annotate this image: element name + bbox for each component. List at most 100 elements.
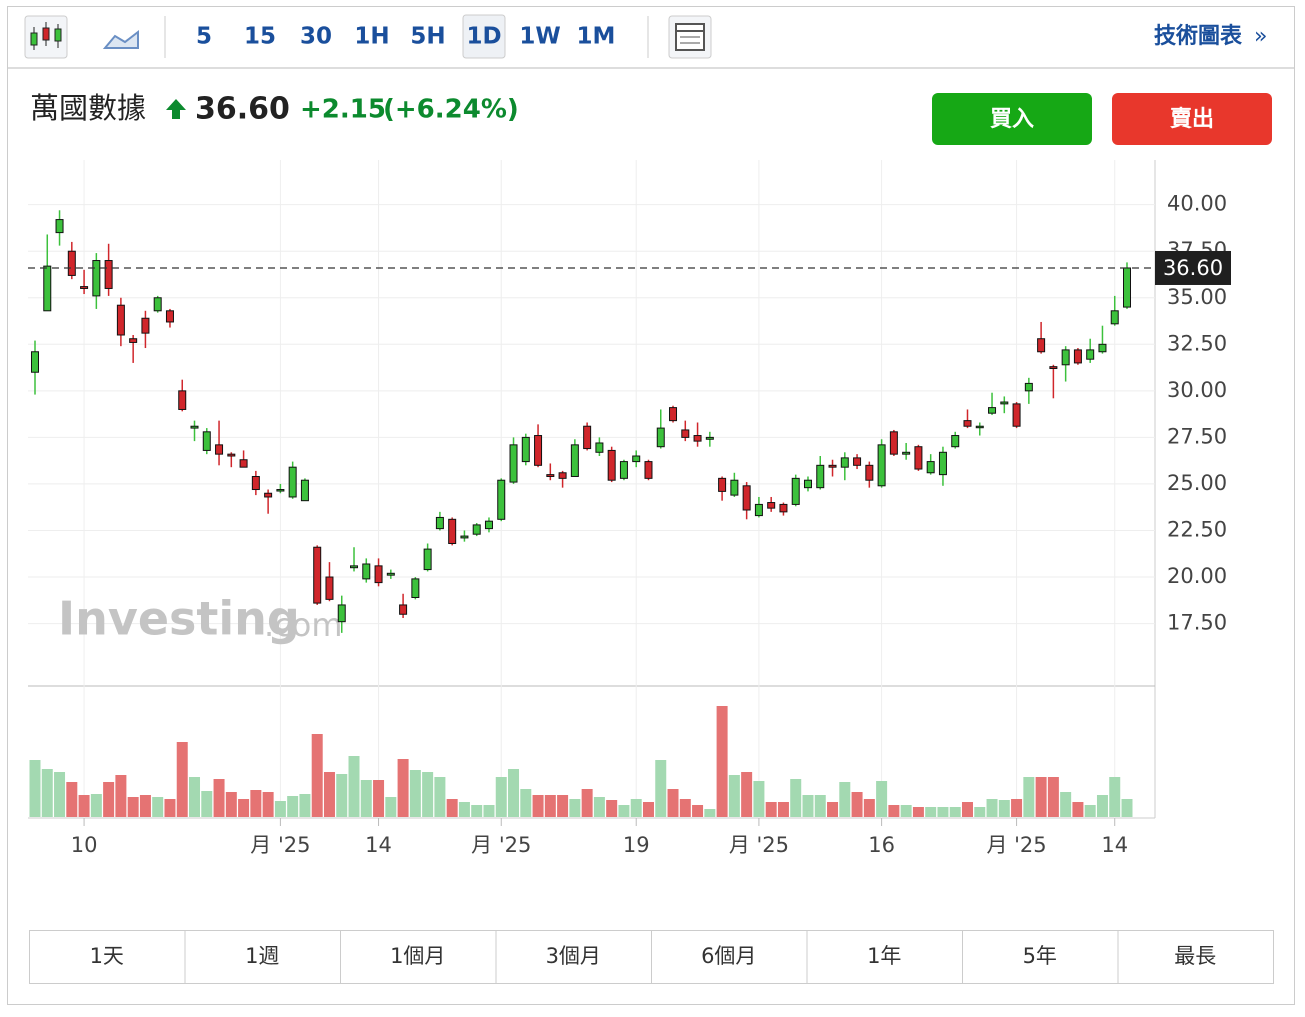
interval[interactable]: 1H	[354, 24, 389, 50]
candle-body	[595, 442, 604, 453]
candle-body	[1061, 349, 1070, 366]
interval[interactable]: 15	[244, 24, 276, 50]
volume-bar	[385, 797, 397, 817]
candle-body	[669, 407, 678, 422]
volume-bar	[851, 792, 863, 817]
range-label[interactable]: 1年	[867, 944, 901, 968]
volume-bar	[225, 792, 237, 817]
interval[interactable]: 1D	[466, 24, 501, 50]
buy-label[interactable]: 買入	[990, 107, 1034, 132]
range-button[interactable]	[962, 930, 1119, 984]
volume-bar	[888, 805, 900, 817]
candle-body	[202, 431, 211, 451]
volume-bar	[557, 795, 569, 817]
range-button[interactable]	[806, 930, 963, 984]
volume-bar	[90, 794, 102, 817]
candle-body	[693, 435, 702, 442]
interval[interactable]: 1M	[577, 24, 616, 50]
y-tick-label: 35.00	[1167, 285, 1227, 309]
volume-bar	[446, 799, 458, 817]
candle-body	[215, 444, 224, 455]
layout-icon[interactable]	[668, 15, 712, 59]
volume-bar	[827, 802, 839, 817]
candle-body	[619, 461, 628, 479]
range-button[interactable]	[29, 930, 186, 984]
candle-body	[853, 457, 862, 466]
candle-body	[31, 351, 39, 373]
candle-icon[interactable]	[24, 15, 68, 59]
range-label[interactable]: 1個月	[390, 944, 445, 968]
interval[interactable]: 1W	[519, 24, 560, 50]
volume-bar	[876, 781, 888, 817]
candle-body	[730, 479, 739, 496]
volume-bar	[348, 756, 360, 817]
candle-body	[350, 565, 359, 569]
volume-bar	[1035, 777, 1047, 817]
candle-body	[80, 286, 89, 289]
range-label[interactable]: 3個月	[546, 944, 601, 968]
volume-bar	[520, 789, 532, 817]
range-label[interactable]: 6個月	[701, 944, 756, 968]
candle-body	[460, 535, 469, 539]
buy-button[interactable]	[932, 93, 1092, 145]
candle-body	[975, 425, 984, 429]
candle-body	[67, 250, 76, 276]
change-percent: (+6.24%)	[383, 95, 519, 125]
volume-bar	[1121, 799, 1133, 817]
candle-body	[129, 338, 138, 343]
range-label[interactable]: 5年	[1023, 944, 1057, 968]
interval[interactable]: 30	[300, 24, 332, 50]
candle-body	[914, 446, 923, 470]
technical-link[interactable]: 技術圖表	[1154, 23, 1243, 49]
candle-body	[521, 436, 530, 463]
y-tick-label: 27.50	[1167, 424, 1227, 448]
volume-bar	[152, 797, 164, 817]
up-arrow	[166, 99, 186, 119]
candle-body	[55, 219, 64, 234]
range-button[interactable]	[1117, 930, 1274, 984]
range-button[interactable]	[495, 930, 652, 984]
candle-body	[300, 479, 309, 502]
x-tick-label: 月 '25	[986, 833, 1046, 857]
candle-body	[178, 390, 187, 410]
candle-body	[656, 427, 665, 448]
volume-bar	[1011, 799, 1023, 817]
volume-bar	[593, 797, 605, 817]
volume-bar	[790, 779, 802, 817]
sell-button[interactable]	[1112, 93, 1272, 145]
volume-bar	[78, 795, 90, 817]
candle-body	[104, 260, 113, 289]
range-button[interactable]	[184, 930, 341, 984]
candle-body	[288, 466, 297, 498]
volume-bar	[655, 760, 667, 817]
volume-bar	[704, 809, 716, 817]
interval[interactable]: 5	[196, 24, 212, 50]
candle-body	[43, 265, 52, 312]
watermark: Investing	[58, 592, 300, 646]
candle-body	[497, 479, 506, 520]
range-label[interactable]: 1天	[90, 944, 124, 968]
candle-body	[1098, 343, 1107, 353]
active-interval[interactable]	[462, 14, 506, 59]
range-button[interactable]	[340, 930, 497, 984]
candle-body	[1123, 267, 1131, 308]
range-button[interactable]	[651, 930, 808, 984]
volume-bar	[483, 805, 495, 817]
range-label[interactable]: 最長	[1174, 944, 1216, 968]
candle-body	[435, 516, 444, 530]
range-label[interactable]: 1週	[245, 944, 279, 968]
area-icon[interactable]	[102, 29, 139, 49]
candle-body	[902, 451, 911, 455]
volume-bar	[753, 781, 765, 817]
volume-bar	[863, 799, 875, 817]
candle-body	[779, 503, 788, 513]
candle-body	[546, 474, 555, 477]
last-price-label: 36.60	[1163, 256, 1223, 280]
volume-bar	[642, 802, 654, 817]
interval[interactable]: 5H	[410, 24, 445, 50]
link-arrow[interactable]: »	[1254, 24, 1267, 49]
y-tick-label: 17.50	[1167, 611, 1227, 635]
candle-body	[534, 435, 543, 466]
sell-label[interactable]: 賣出	[1170, 107, 1214, 132]
volume-bar	[103, 782, 115, 817]
